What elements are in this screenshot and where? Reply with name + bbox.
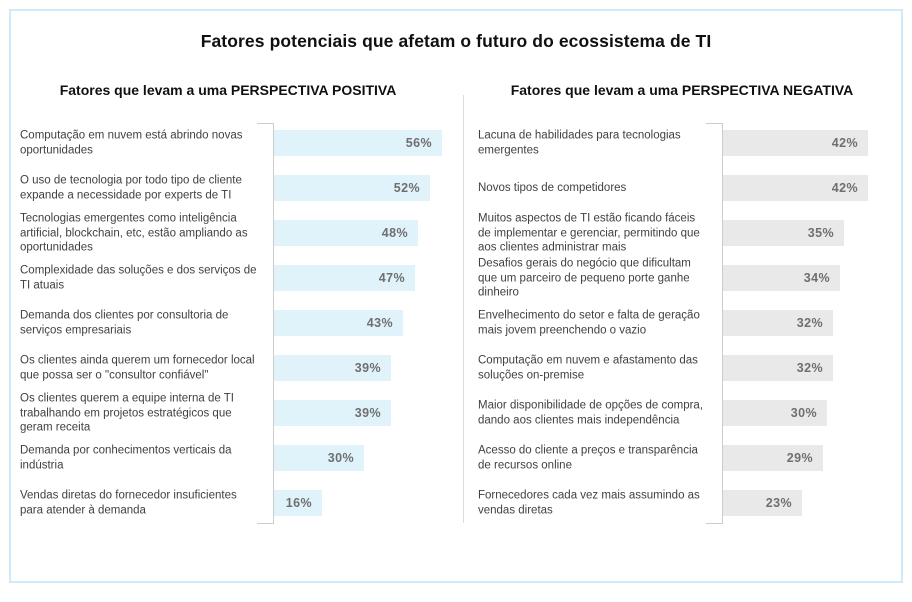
positive-bar-label: Os clientes querem a equipe interna de T… [20,392,234,434]
positive-chart-title: Fatores que levam a uma PERSPECTIVA POSI… [59,82,397,98]
negative-chart-title: Fatores que levam a uma PERSPECTIVA NEGA… [510,82,854,98]
negative-axis-line [706,123,723,524]
positive-bar-label: Computação em nuvem está abrindo novas o… [20,129,243,157]
bar-value-label: 32% [796,316,823,330]
bar-value-label: 32% [796,361,823,375]
bar-value-label: 52% [393,181,420,195]
negative-bar-label: Computação em nuvem e afastamento das so… [478,354,698,382]
negative-bar: 29% [723,445,823,471]
bar-value-label: 42% [831,136,858,150]
bar-value-label: 43% [366,316,393,330]
negative-bar: 42% [723,175,868,201]
positive-bar: 52% [274,175,430,201]
bar-value-label: 47% [378,271,405,285]
bar-value-label: 23% [765,496,792,510]
bar-value-label: 35% [807,226,834,240]
negative-bar-label: Maior disponibilidade de opções de compr… [478,399,704,427]
negative-bar-label: Envelhecimento do setor e falta de geraç… [478,309,700,337]
charts-divider-line [463,95,464,523]
positive-bar-label: Tecnologias emergentes como inteligência… [20,212,248,254]
negative-bar-label: Acesso do cliente a preços e transparênc… [478,444,698,472]
negative-bar-label: Novos tipos de competidores [478,181,627,194]
bar-value-label: 39% [354,361,381,375]
positive-axis-line [257,123,274,524]
positive-bar: 47% [274,265,415,291]
bar-value-label: 16% [285,496,312,510]
negative-bar-label: Muitos aspectos de TI estão ficando fáce… [478,212,700,254]
positive-bar: 56% [274,130,442,156]
negative-bar: 42% [723,130,868,156]
positive-bar: 39% [274,355,391,381]
negative-bar: 30% [723,400,827,426]
positive-bar-label: Demanda por conhecimentos verticais da i… [20,444,232,472]
negative-bar-label: Desafios gerais do negócio que dificulta… [478,257,691,299]
bar-value-label: 39% [354,406,381,420]
positive-bar-label: Complexidade das soluções e dos serviços… [20,264,257,292]
bar-value-label: 48% [381,226,408,240]
negative-bar: 32% [723,310,833,336]
positive-bar: 30% [274,445,364,471]
negative-bar-label: Fornecedores cada vez mais assumindo as … [478,489,700,517]
positive-bar-label: O uso de tecnologia por todo tipo de cli… [20,174,242,202]
negative-bar-label: Lacuna de habilidades para tecnologias e… [478,129,681,157]
bar-value-label: 42% [831,181,858,195]
negative-bar: 35% [723,220,844,246]
positive-bar: 48% [274,220,418,246]
bar-value-label: 30% [327,451,354,465]
positive-bar: 39% [274,400,391,426]
positive-bar-label: Os clientes ainda querem um fornecedor l… [20,354,255,382]
positive-bar-label: Demanda dos clientes por consultoria de … [20,309,229,337]
negative-bar: 23% [723,490,802,516]
negative-bar: 34% [723,265,840,291]
positive-bar: 16% [274,490,322,516]
bar-value-label: 34% [803,271,830,285]
bar-value-label: 56% [405,136,432,150]
negative-bar: 32% [723,355,833,381]
page-title: Fatores potenciais que afetam o futuro d… [200,31,712,51]
bar-value-label: 29% [786,451,813,465]
bar-value-label: 30% [790,406,817,420]
positive-bar-label: Vendas diretas do fornecedor insuficient… [20,489,237,517]
positive-bar: 43% [274,310,403,336]
